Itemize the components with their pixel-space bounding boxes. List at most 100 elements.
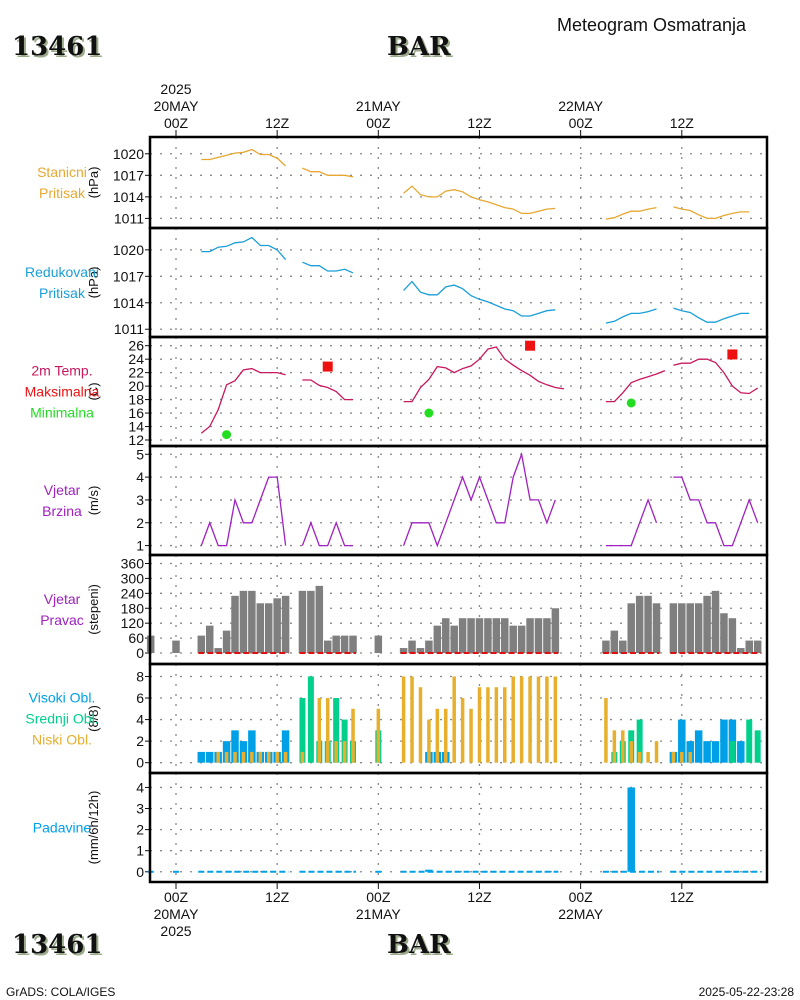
x-tick-label: 22MAY bbox=[558, 906, 604, 922]
series-line bbox=[605, 308, 657, 324]
bar bbox=[342, 741, 347, 763]
bar bbox=[545, 676, 549, 763]
bar bbox=[671, 751, 676, 763]
series-stanicni-pritisak bbox=[201, 148, 750, 220]
bar bbox=[425, 869, 433, 872]
bar bbox=[349, 635, 357, 654]
bar bbox=[484, 618, 492, 654]
y-tick-label: 20 bbox=[128, 378, 144, 394]
bar bbox=[214, 648, 222, 654]
bar bbox=[233, 751, 237, 763]
station-id: 13461 bbox=[12, 32, 102, 62]
bar bbox=[334, 741, 338, 763]
y-tick-label: 24 bbox=[128, 351, 144, 367]
panel-label-line: Vjetar bbox=[44, 591, 81, 607]
y-tick-label: 8 bbox=[136, 668, 144, 684]
x-tick-label: 12Z bbox=[467, 115, 492, 131]
bar bbox=[728, 719, 737, 763]
bar bbox=[610, 630, 619, 654]
bar bbox=[197, 751, 206, 763]
footer-station-id: 13461 bbox=[12, 930, 102, 960]
bar bbox=[435, 708, 440, 763]
bar bbox=[399, 648, 408, 654]
y-tick-label: 22 bbox=[128, 365, 144, 381]
bar bbox=[325, 698, 330, 763]
bar bbox=[460, 698, 465, 763]
bar bbox=[534, 618, 543, 654]
footer-station-id-shadow: 13461 bbox=[14, 932, 104, 962]
series-vjetar-pravac bbox=[146, 585, 762, 654]
panel-wind-speed: 1 2 3 4 5 (m/s) Vjetar Brzina bbox=[42, 444, 769, 557]
footer-timestamp: 2025-05-22-23:28 bbox=[699, 985, 795, 999]
bar bbox=[231, 730, 239, 763]
bar bbox=[602, 640, 610, 654]
y-tick-label: 1017 bbox=[113, 268, 144, 284]
bar bbox=[501, 618, 509, 654]
y-tick-label: 2 bbox=[136, 733, 144, 749]
series-line bbox=[403, 280, 556, 317]
bar bbox=[248, 590, 256, 654]
bar bbox=[637, 751, 642, 763]
bar bbox=[753, 640, 762, 654]
panel-label-line: 2m Temp. bbox=[31, 363, 92, 379]
bar bbox=[711, 741, 720, 763]
y-tick-label: 1020 bbox=[113, 242, 144, 258]
bar bbox=[494, 687, 499, 763]
bar bbox=[241, 751, 246, 763]
series-line bbox=[673, 206, 750, 220]
series-maksimalna bbox=[322, 340, 738, 372]
panel-label-line: Minimalna bbox=[30, 405, 94, 421]
panel-label-line: Srednji Obl. bbox=[25, 711, 98, 727]
panels: 1011101410171020(hPa)StanicniPritisak101… bbox=[25, 135, 769, 884]
bar bbox=[551, 608, 560, 654]
bar bbox=[427, 719, 431, 763]
panel-station-pressure: 1011 1014 1017 1020 (hPa)Stanicni Pritisak bbox=[37, 135, 769, 230]
x-tick-label: 22MAY bbox=[558, 98, 604, 114]
bar bbox=[425, 640, 433, 654]
bar bbox=[703, 741, 711, 763]
bar bbox=[686, 603, 694, 654]
y-tick-label: 1017 bbox=[113, 167, 144, 183]
y-tick-label: 3 bbox=[136, 492, 144, 508]
bar bbox=[376, 708, 381, 763]
bar bbox=[703, 595, 711, 654]
panel-frame bbox=[148, 771, 769, 884]
bar bbox=[298, 590, 307, 654]
bar bbox=[720, 613, 728, 654]
min-temp-marker bbox=[222, 430, 232, 440]
bar bbox=[509, 625, 517, 654]
bar bbox=[264, 603, 273, 654]
series-line bbox=[302, 379, 353, 401]
footer-station-name: BAR bbox=[387, 930, 451, 960]
y-axis-label: (stepeni) bbox=[86, 584, 101, 635]
bar bbox=[526, 618, 534, 654]
bar bbox=[224, 751, 229, 763]
panel-reduced-pressure: 1011 1014 1017 1020 (hPa)Redukovani Pritisak bbox=[25, 226, 769, 339]
bar bbox=[442, 618, 450, 654]
bar bbox=[458, 618, 467, 654]
x-tick-label: 00Z bbox=[569, 115, 594, 131]
x-tick-label: 00Z bbox=[569, 889, 594, 905]
bar bbox=[444, 708, 448, 763]
panel-label-line: Niski Obl. bbox=[32, 732, 92, 748]
bar bbox=[256, 603, 265, 654]
series-line bbox=[200, 367, 286, 434]
y-tick-label: 360 bbox=[121, 555, 145, 571]
x-tick-label: 20MAY bbox=[154, 98, 200, 114]
y-tick-label: 240 bbox=[121, 585, 145, 601]
x-tick-label: 00Z bbox=[366, 889, 391, 905]
y-tick-label: 1011 bbox=[114, 210, 144, 226]
y-tick-label: 6 bbox=[136, 690, 144, 706]
y-tick-label: 16 bbox=[128, 405, 144, 421]
bar bbox=[636, 719, 643, 763]
panel-label-line: Visoki Obl. bbox=[29, 690, 96, 706]
x-tick-label: 12Z bbox=[670, 889, 695, 905]
series-line bbox=[403, 185, 556, 215]
series-line bbox=[673, 307, 750, 323]
bar bbox=[374, 635, 383, 654]
bar bbox=[410, 676, 414, 763]
y-tick-label: 1 bbox=[136, 843, 144, 859]
